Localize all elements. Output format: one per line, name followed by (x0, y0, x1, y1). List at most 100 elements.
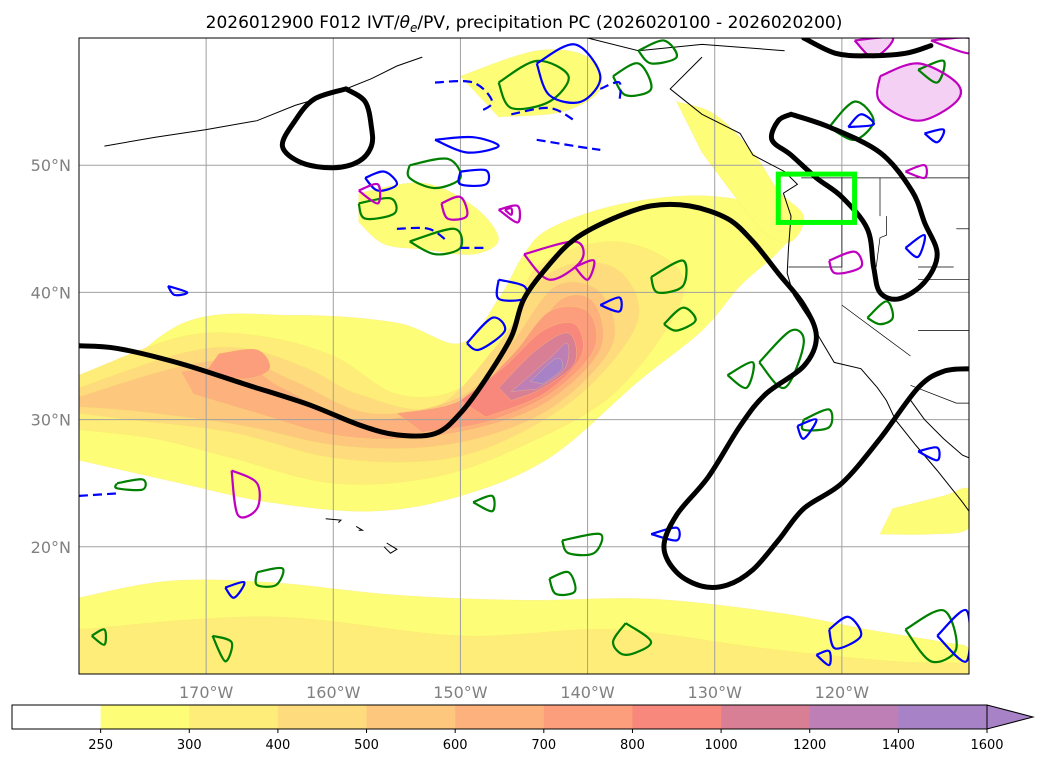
colorbar-segment (898, 705, 988, 729)
ivt-region-1400 (529, 357, 563, 385)
colorbar-segment (100, 705, 190, 729)
theta-e-contour (847, 113, 875, 129)
map-plot-area (79, 38, 969, 674)
theta-e-contour (358, 182, 382, 205)
ivt-region-250 (879, 487, 969, 535)
highlight-box (775, 171, 858, 225)
theta-e-contour-dashed (79, 492, 118, 497)
theta-e-contour (758, 328, 805, 389)
ivt-region-300 (79, 616, 969, 674)
theta-e-contour (828, 100, 875, 141)
theta-e-contour (535, 43, 602, 104)
colorbar-tick-label: 400 (265, 738, 290, 753)
theta-e-contour (650, 259, 688, 294)
theta-e-contour (611, 622, 653, 657)
theta-e-contour (406, 157, 462, 190)
ivt-region-250 (676, 101, 805, 243)
colorbar-segment (366, 705, 456, 729)
theta-e-contour (599, 296, 623, 313)
colorbar-segment (12, 705, 102, 729)
theta-e-contour (561, 532, 604, 557)
colorbar-segment (277, 705, 368, 729)
y-tick-label: 20°N (31, 538, 71, 557)
precip-region (854, 38, 893, 58)
theta-e-contour (815, 649, 832, 667)
theta-e-contour (167, 284, 189, 297)
theta-e-contour (364, 170, 399, 192)
chart-title: 2026012900 F012 IVT/θe/PV, precipitation… (206, 13, 843, 35)
theta-e-contour (434, 135, 500, 154)
theta-e-contour (114, 478, 147, 492)
ivt-region-1000 (498, 332, 577, 401)
colorbar-tick-label: 500 (354, 738, 379, 753)
colorbar-outline (11, 704, 987, 730)
colorbar-tick-label: 300 (177, 738, 202, 753)
x-tick-label: 120°W (815, 683, 870, 702)
theta-e-contour (440, 195, 469, 221)
theta-e-contour (548, 570, 577, 597)
axis-ticks: 170°W 160°W 150°W 140°W 130°W 120°W 20°N 30°N 40… (31, 156, 870, 702)
colorbar-segment (455, 705, 545, 729)
pv-contour (279, 86, 376, 171)
border-line (841, 304, 911, 357)
theta-e-contour (904, 609, 958, 664)
colorbar-tick-label: 700 (531, 738, 556, 753)
theta-e-contour-dashed (536, 138, 601, 151)
theta-e-contour (497, 204, 522, 224)
colorbar-segment (632, 705, 722, 729)
x-tick-label: 140°W (560, 683, 615, 702)
pv-contours (79, 38, 969, 590)
x-tick-label: 160°W (306, 683, 361, 702)
map-frame (78, 37, 970, 675)
y-tick-label: 30°N (31, 411, 71, 430)
x-tick-label: 170°W (179, 683, 234, 702)
theta-e-contour (904, 234, 927, 259)
colorbar-tick-label: 1600 (970, 738, 1003, 753)
y-tick-label: 40°N (31, 283, 71, 302)
y-tick-label: 50°N (31, 156, 71, 175)
theta-e-contour (465, 316, 507, 352)
theta-e-contour (472, 494, 496, 513)
x-tick-label: 150°W (433, 683, 488, 702)
theta-e-contour (457, 168, 491, 188)
theta-e-contour (800, 408, 834, 432)
colorbar-tick-label: 250 (88, 738, 113, 753)
theta-e-contour (936, 609, 969, 663)
ivt-region-1200 (510, 342, 570, 392)
pv-contour (79, 201, 969, 590)
theta-e-contour (796, 418, 818, 440)
theta-e-contour (876, 62, 963, 122)
theta-e-contour (91, 628, 108, 646)
colorbar-segment (543, 705, 633, 729)
theta-e-contour (663, 306, 697, 332)
theta-e-contour (828, 615, 863, 650)
x-tick-label: 130°W (688, 683, 743, 702)
theta-e-contour (828, 250, 864, 275)
theta-e-contour (211, 634, 234, 663)
theta-e-contour-dashed (396, 226, 449, 243)
border-line (875, 216, 887, 268)
colorbar-segment (809, 705, 899, 729)
theta-e-contour (224, 581, 246, 599)
theta-e-contour (637, 39, 678, 65)
ivt-filled-contours (79, 49, 969, 674)
colorbar-segment (189, 705, 279, 729)
theta-e-contour (230, 469, 261, 519)
border-line (788, 177, 843, 268)
coastline (907, 396, 969, 459)
theta-e-contours (91, 39, 958, 664)
coastline (355, 525, 365, 531)
colorbar-segment (721, 705, 811, 729)
colorbar-tick-label: 1400 (882, 738, 915, 753)
colorbar-tick-label: 1200 (793, 738, 826, 753)
pv-contour (801, 38, 934, 59)
colorbar-tick-label: 1000 (705, 738, 738, 753)
theta-e-contour (930, 38, 969, 55)
pv-contour (768, 111, 940, 302)
coastline (104, 56, 423, 147)
theta-e-contour (612, 62, 653, 97)
coastline (383, 542, 398, 554)
border-line (910, 384, 969, 404)
theta-e-contour (504, 207, 514, 216)
